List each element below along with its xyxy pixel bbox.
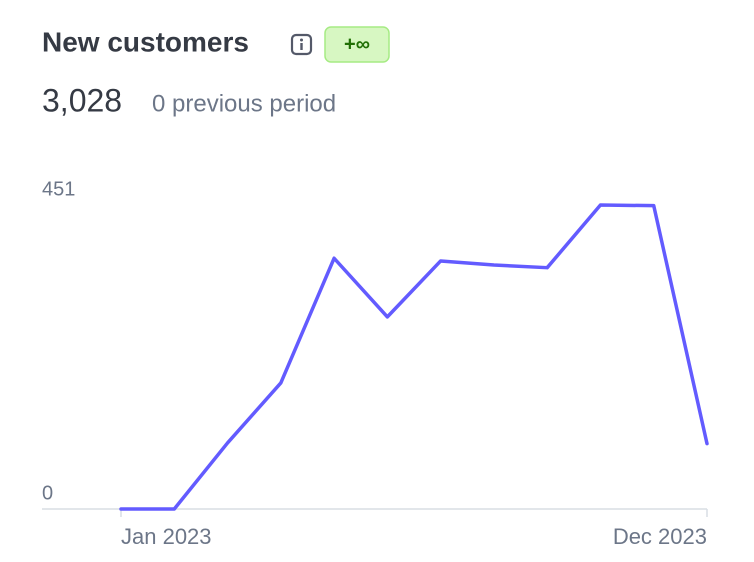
y-tick-label: 451 <box>42 178 75 200</box>
info-icon[interactable] <box>290 33 313 56</box>
x-tick-label: Jan 2023 <box>121 524 212 549</box>
badge-bg <box>324 26 390 63</box>
badge: +∞ <box>344 33 370 55</box>
title: New customers <box>42 26 249 57</box>
line <box>119 203 709 511</box>
info-icon-dot <box>300 38 303 42</box>
info-icon-stem <box>300 43 303 50</box>
y-tick-label: 0 <box>42 482 53 504</box>
comparison: 0 previous period <box>152 90 336 117</box>
x-tick-label: Dec 2023 <box>613 524 707 549</box>
info-icon-box <box>290 33 313 56</box>
metric-value: 3,028 <box>42 82 122 118</box>
